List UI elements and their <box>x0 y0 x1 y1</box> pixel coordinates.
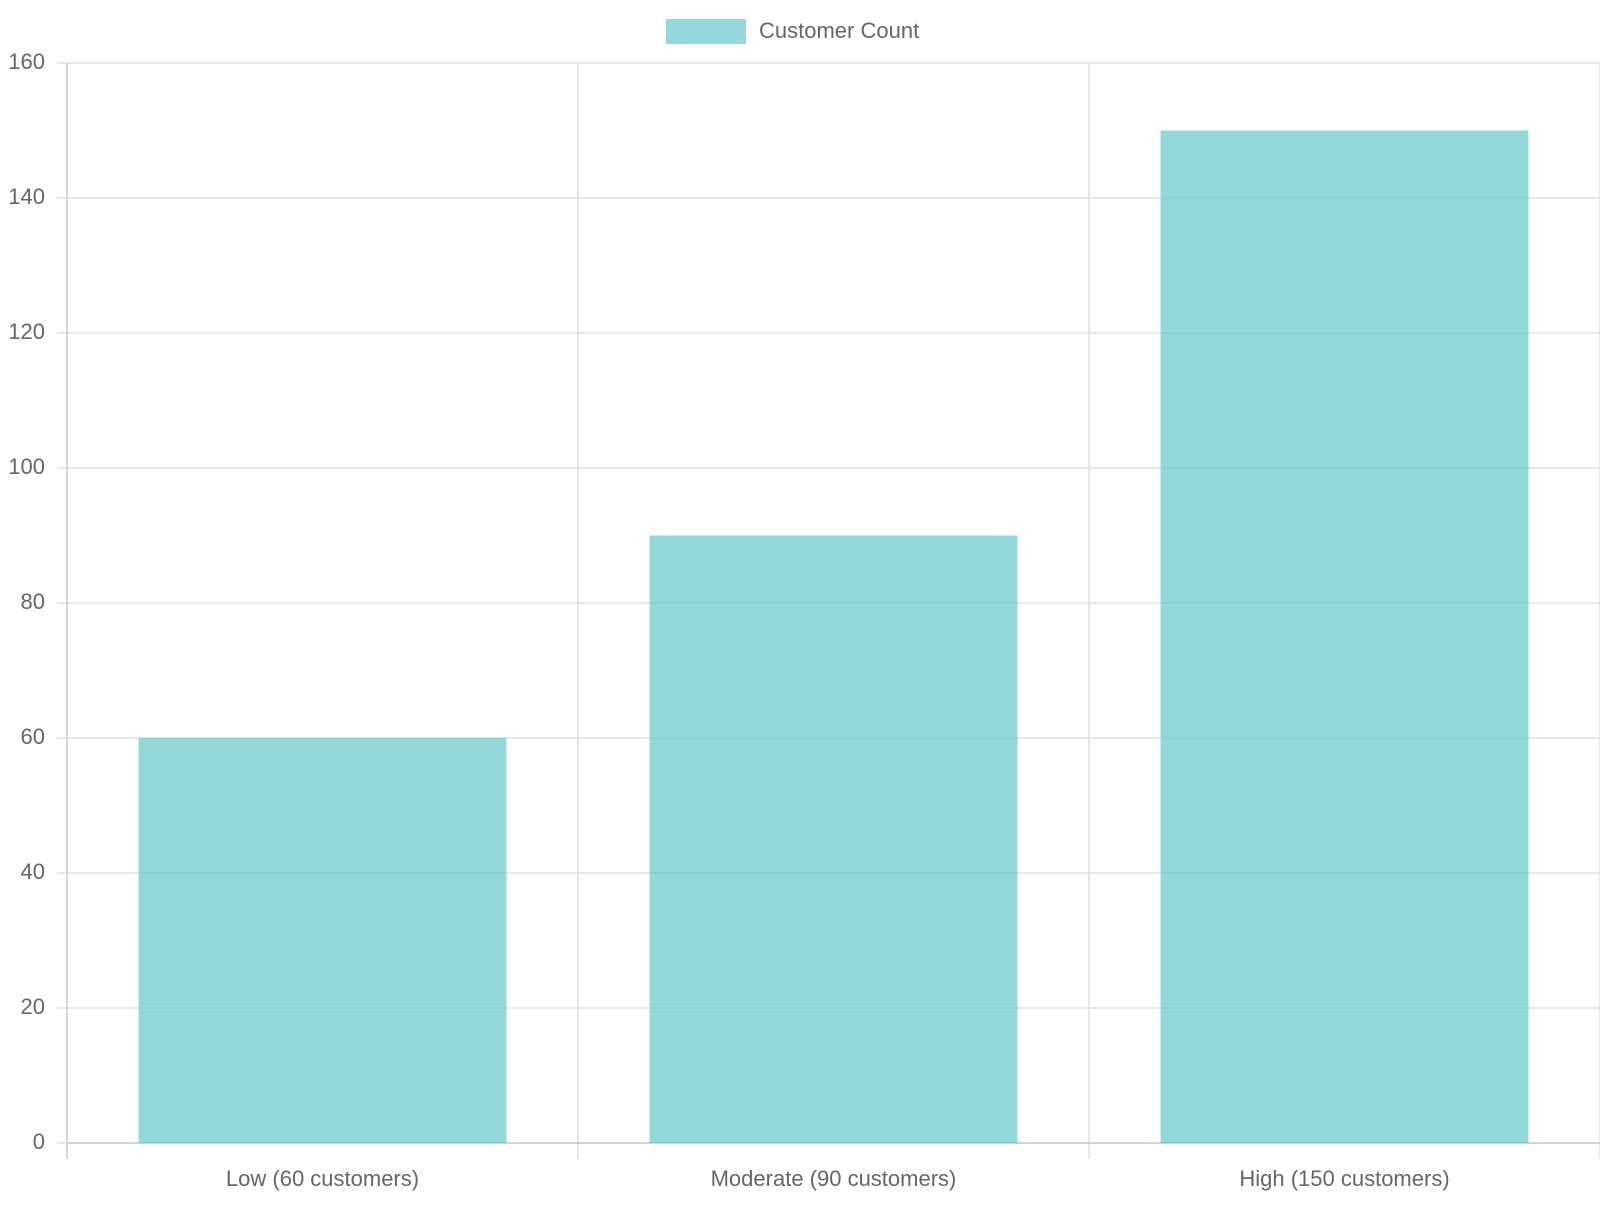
bar <box>649 535 1018 1143</box>
legend-swatch <box>666 19 746 44</box>
y-tick-label: 0 <box>33 1129 45 1154</box>
y-tick-label: 20 <box>21 994 45 1019</box>
y-tick-label: 60 <box>21 724 45 749</box>
y-tick-label: 40 <box>21 859 45 884</box>
x-tick-label: Moderate (90 customers) <box>711 1166 957 1191</box>
bar <box>1160 130 1529 1143</box>
labels: 0 20 40 60 80 100 120 140 160 Low (60 customers) M… <box>8 49 1449 1191</box>
y-tick-label: 100 <box>8 454 45 479</box>
bars <box>138 130 1529 1143</box>
y-tick-label: 120 <box>8 319 45 344</box>
x-tick-label: High (150 customers) <box>1239 1166 1449 1191</box>
y-tick-label: 140 <box>8 184 45 209</box>
bar <box>138 738 507 1143</box>
x-tick-label: Low (60 customers) <box>226 1166 419 1191</box>
y-tick-label: 160 <box>8 49 45 74</box>
y-tick-label: 80 <box>21 589 45 614</box>
legend-item: Customer Count <box>666 18 919 44</box>
legend-label: Customer Count <box>759 18 919 43</box>
